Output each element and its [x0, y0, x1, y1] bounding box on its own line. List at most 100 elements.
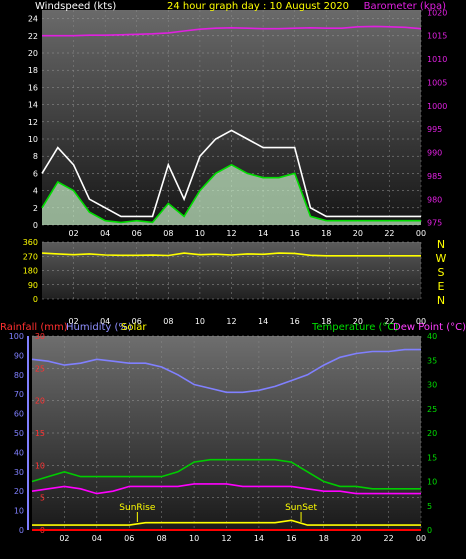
- wind-xtick-label: 00: [416, 229, 426, 238]
- windspeed-label: Windspeed (kts): [35, 1, 116, 12]
- rain-ytick-label: 10: [35, 461, 45, 470]
- humidity-ytick-label: 50: [14, 429, 24, 438]
- wind-xtick-label: 14: [258, 229, 268, 238]
- direction-xtick-label: 10: [195, 317, 205, 326]
- humidity-ytick-label: 30: [14, 468, 24, 477]
- wind-ytick-label: 16: [28, 83, 38, 92]
- barometer-label: Barometer (kpa): [364, 1, 446, 12]
- direction-xtick-label: 02: [68, 317, 78, 326]
- wind-xtick-label: 04: [100, 229, 110, 238]
- temp-xtick-label: 10: [189, 534, 199, 543]
- humidity-ytick-label: 20: [14, 487, 24, 496]
- barometer-ytick-label: 1015: [427, 32, 447, 41]
- temp-xtick-label: 00: [416, 534, 426, 543]
- rain-ytick-label: 5: [40, 494, 45, 503]
- temp-ytick-label: 35: [427, 356, 437, 365]
- compass-label: E: [438, 280, 445, 293]
- wind-xtick-label: 08: [163, 229, 173, 238]
- sunrise-label: SunRise: [119, 503, 156, 513]
- wind-gust-line: [41, 129, 421, 218]
- barometer-ytick-label: 1020: [427, 8, 447, 17]
- rain-ytick-label: 30: [35, 332, 45, 341]
- temp-xtick-label: 08: [157, 534, 167, 543]
- wind-ytick-label: 18: [28, 66, 38, 75]
- temp-ytick-label: 5: [427, 502, 432, 511]
- wind-xtick-label: 22: [384, 229, 394, 238]
- wind-xtick-label: 18: [321, 229, 331, 238]
- direction-xtick-label: 06: [132, 317, 142, 326]
- temp-xtick-label: 14: [254, 534, 264, 543]
- wind-ytick-label: 4: [33, 187, 38, 196]
- direction-xtick-label: 22: [384, 317, 394, 326]
- temp-ytick-label: 0: [427, 526, 432, 535]
- compass-label: W: [436, 252, 447, 265]
- compass-label: S: [438, 266, 445, 279]
- wind-xtick-label: 10: [195, 229, 205, 238]
- barometer-ytick-label: 1000: [427, 102, 447, 111]
- wind-ytick-label: 6: [33, 169, 38, 178]
- direction-ytick-label: 0: [33, 295, 38, 304]
- temp-ytick-label: 25: [427, 405, 437, 414]
- temp-ytick-label: 40: [427, 332, 437, 341]
- direction-xtick-label: 14: [258, 317, 268, 326]
- wind-ytick-label: 20: [28, 49, 38, 58]
- humidity-ytick-label: 60: [14, 410, 24, 419]
- direction-xtick-label: 18: [321, 317, 331, 326]
- wind-ytick-label: 2: [33, 204, 38, 213]
- temp-ytick-label: 15: [427, 453, 437, 462]
- direction-xtick-label: 12: [226, 317, 236, 326]
- wind-xtick-label: 06: [132, 229, 142, 238]
- barometer-ytick-label: 985: [427, 172, 442, 181]
- direction-xtick-label: 20: [353, 317, 363, 326]
- temp-xtick-label: 12: [221, 534, 231, 543]
- wind-ytick-label: 8: [33, 152, 38, 161]
- dew-point-line: [31, 483, 421, 495]
- wind-xtick-label: 16: [290, 229, 300, 238]
- temp-xtick-label: 18: [319, 534, 329, 543]
- barometer-ytick-label: 995: [427, 125, 442, 134]
- barometer-ytick-label: 980: [427, 195, 442, 204]
- wind-xtick-label: 12: [226, 229, 236, 238]
- dewpoint-label: Dew Point (°C): [393, 322, 466, 333]
- humidity-ytick-label: 70: [14, 390, 24, 399]
- barometer-ytick-label: 1005: [427, 78, 447, 87]
- direction-xtick-label: 00: [416, 317, 426, 326]
- direction-xtick-label: 08: [163, 317, 173, 326]
- barometer-ytick-label: 990: [427, 149, 442, 158]
- wind-ytick-label: 0: [33, 221, 38, 230]
- humidity-ytick-label: 10: [14, 507, 24, 516]
- humidity-ytick-label: 40: [14, 448, 24, 457]
- humidity-ytick-label: 100: [9, 332, 24, 341]
- direction-ytick-label: 180: [23, 267, 38, 276]
- humidity-line: [31, 348, 421, 394]
- compass-label: N: [437, 238, 445, 251]
- barometer-line: [42, 25, 422, 37]
- temp-ytick-label: 30: [427, 381, 437, 390]
- temp-xtick-label: 20: [351, 534, 361, 543]
- direction-xtick-label: 16: [290, 317, 300, 326]
- barometer-ytick-label: 1010: [427, 55, 447, 64]
- wind-ytick-label: 14: [28, 101, 38, 110]
- direction-ytick-label: 90: [28, 281, 38, 290]
- direction-xtick-label: 04: [100, 317, 110, 326]
- temp-xtick-label: 04: [92, 534, 102, 543]
- rain-ytick-label: 20: [35, 397, 45, 406]
- temperature-line: [31, 458, 421, 490]
- rain-ytick-label: 25: [35, 364, 45, 373]
- temperature-label: Temperature (°C): [311, 322, 398, 333]
- humidity-ytick-label: 80: [14, 371, 24, 380]
- wind-xtick-label: 02: [68, 229, 78, 238]
- temp-xtick-label: 16: [286, 534, 296, 543]
- solar-line: [32, 519, 421, 526]
- temp-xtick-label: 02: [59, 534, 69, 543]
- temp-xtick-label: 22: [383, 534, 393, 543]
- wind-average-fill: [42, 164, 421, 225]
- direction-ytick-label: 360: [23, 238, 38, 247]
- chart-title: 24 hour graph day : 10 August 2020: [167, 1, 349, 12]
- wind-ytick-label: 22: [28, 32, 38, 41]
- wind-ytick-label: 10: [28, 135, 38, 144]
- wind-direction-line: [41, 252, 421, 257]
- wind-xtick-label: 20: [353, 229, 363, 238]
- humidity-ytick-label: 90: [14, 351, 24, 360]
- sunset-label: SunSet: [285, 503, 317, 513]
